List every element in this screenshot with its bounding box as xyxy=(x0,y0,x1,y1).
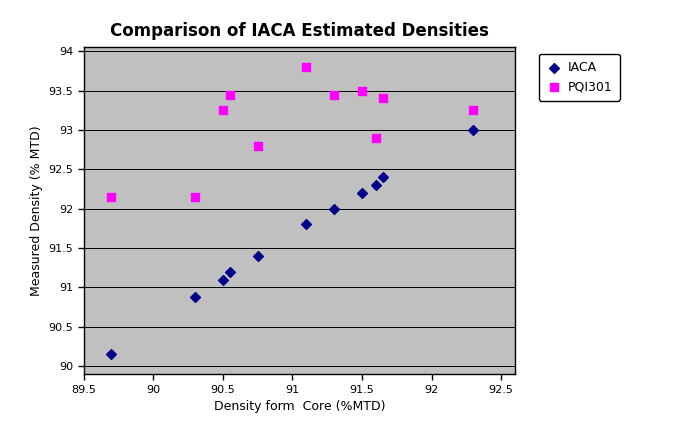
Legend: IACA, PQI301: IACA, PQI301 xyxy=(539,54,619,101)
PQI301 xyxy=(301,64,312,71)
IACA xyxy=(224,268,235,275)
IACA xyxy=(252,252,263,259)
IACA xyxy=(217,276,228,283)
PQI301 xyxy=(189,194,200,200)
IACA xyxy=(106,351,117,358)
X-axis label: Density form  Core (%MTD): Density form Core (%MTD) xyxy=(214,400,385,413)
PQI301 xyxy=(329,91,340,98)
PQI301 xyxy=(370,135,381,141)
PQI301 xyxy=(217,107,228,114)
IACA xyxy=(468,126,479,133)
PQI301 xyxy=(106,194,117,200)
Y-axis label: Measured Density (% MTD): Measured Density (% MTD) xyxy=(30,126,42,296)
IACA xyxy=(377,174,388,181)
PQI301 xyxy=(468,107,479,114)
IACA xyxy=(370,181,381,188)
IACA xyxy=(189,294,200,301)
Title: Comparison of IACA Estimated Densities: Comparison of IACA Estimated Densities xyxy=(110,22,489,40)
PQI301 xyxy=(252,142,263,149)
PQI301 xyxy=(224,91,235,98)
IACA xyxy=(329,205,340,212)
PQI301 xyxy=(356,87,367,94)
PQI301 xyxy=(377,95,388,102)
IACA xyxy=(356,190,367,197)
IACA xyxy=(301,221,312,228)
